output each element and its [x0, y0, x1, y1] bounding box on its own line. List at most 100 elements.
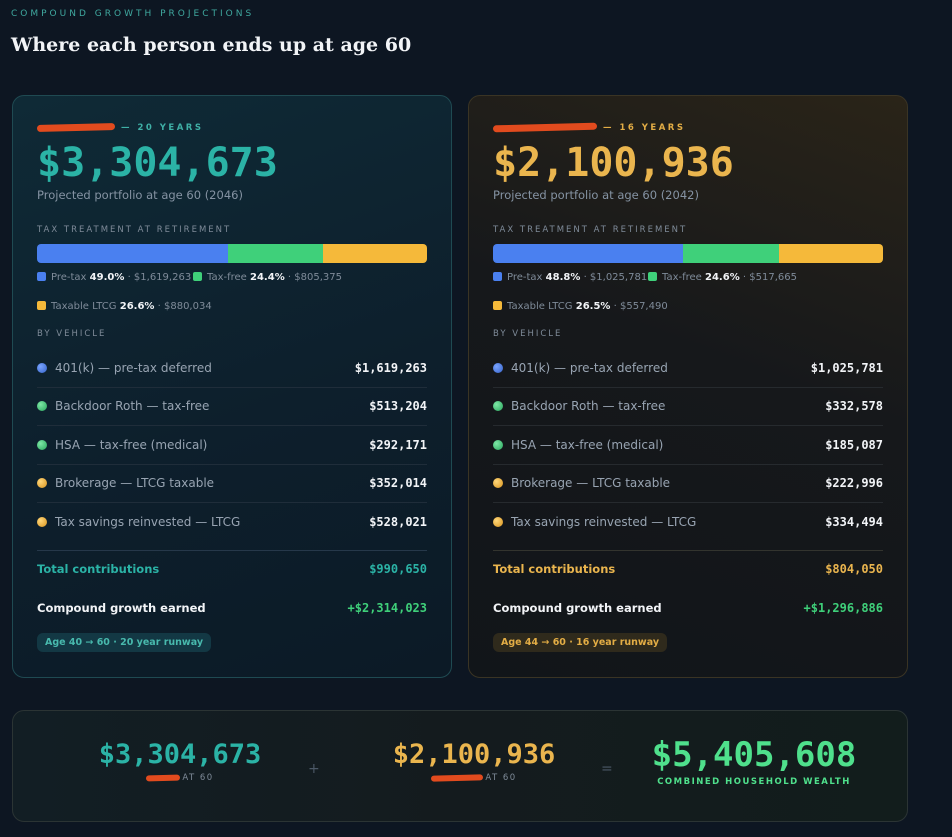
- vehicle-value: $1,025,781: [810, 360, 883, 375]
- person2-runway-badge: Age 44 → 60 · 16 year runway: [493, 633, 668, 652]
- summary-person1-caption: AT 60: [85, 773, 275, 783]
- legend-pct: 49.0%: [89, 272, 125, 283]
- taxfree-dot-icon: [493, 439, 503, 450]
- person1-contributions-row: Total contributions $990,650: [37, 562, 427, 576]
- person1-tag-text: — 20 YEARS: [121, 123, 204, 133]
- growth-label: Compound growth earned: [37, 601, 206, 615]
- tax-treatment-label: TAX TREATMENT AT RETIREMENT: [493, 225, 688, 235]
- vehicle-row: Brokerage — LTCG taxable $222,996: [493, 465, 883, 503]
- person2-growth-row: Compound growth earned +$1,296,886: [493, 601, 883, 615]
- vehicle-name: Tax savings reinvested — LTCG: [511, 515, 697, 530]
- by-vehicle-label: BY VEHICLE: [37, 329, 107, 339]
- vehicle-name: HSA — tax-free (medical): [55, 437, 208, 452]
- taxfree-dot-icon: [37, 401, 47, 412]
- person1-growth-row: Compound growth earned +$2,314,023: [37, 601, 427, 615]
- summary-person2-caption: AT 60: [379, 773, 569, 783]
- person2-seg-pretax: [493, 244, 684, 263]
- taxable-dot-icon: [493, 478, 503, 489]
- redaction-mark: [431, 773, 484, 782]
- plus-operator: +: [308, 761, 320, 777]
- section-eyebrow: COMPOUND GROWTH PROJECTIONS: [11, 9, 255, 19]
- vehicle-row: 401(k) — pre-tax deferred $1,025,781: [493, 349, 883, 388]
- redaction-mark: [36, 122, 116, 133]
- vehicle-value: $185,087: [825, 437, 883, 452]
- person1-tax-bar: [37, 244, 427, 263]
- person1-legend-taxfree: Tax-free 24.4% · $805,375: [193, 272, 342, 283]
- legend-amount: · $805,375: [287, 272, 342, 283]
- page-title: Where each person ends up at age 60: [11, 34, 412, 56]
- taxable-swatch: [493, 301, 502, 310]
- legend-pct: 24.6%: [705, 272, 740, 283]
- caption-text: AT 60: [182, 773, 214, 783]
- vehicle-row: HSA — tax-free (medical) $292,171: [37, 426, 427, 465]
- taxfree-dot-icon: [493, 401, 503, 412]
- person2-tax-bar: [493, 244, 883, 263]
- person1-legend-pretax: Pre-tax 49.0% · $1,619,263: [37, 272, 191, 283]
- vehicle-value: $528,021: [369, 515, 427, 530]
- person1-subline: Projected portfolio at age 60 (2046): [37, 188, 243, 202]
- vehicle-row: Brokerage — LTCG taxable $352,014: [37, 465, 427, 503]
- contributions-value: $990,650: [369, 562, 427, 576]
- vehicle-name: Tax savings reinvested — LTCG: [55, 515, 241, 530]
- vehicle-row: Backdoor Roth — tax-free $332,578: [493, 388, 883, 426]
- vehicle-row: Tax savings reinvested — LTCG $334,494: [493, 503, 883, 542]
- pretax-swatch: [37, 272, 46, 281]
- legend-amount: · $1,619,263: [127, 272, 192, 283]
- summary-person1-amount: $3,304,673: [98, 739, 262, 770]
- vehicle-row: Backdoor Roth — tax-free $513,204: [37, 388, 427, 426]
- contributions-label: Total contributions: [37, 562, 160, 576]
- combined-caption: COMBINED HOUSEHOLD WEALTH: [657, 777, 851, 787]
- taxfree-swatch: [648, 272, 657, 281]
- vehicle-name: Backdoor Roth — tax-free: [55, 399, 210, 414]
- legend-label: Pre-tax: [507, 272, 543, 283]
- taxfree-dot-icon: [37, 439, 47, 450]
- person1-runway-badge: Age 40 → 60 · 20 year runway: [37, 633, 212, 652]
- divider: [493, 550, 883, 551]
- pretax-dot-icon: [37, 362, 47, 373]
- vehicle-value: $292,171: [369, 437, 427, 452]
- person1-card: — 20 YEARS $3,304,673 Projected portfoli…: [12, 95, 452, 678]
- combined-amount: $5,405,608: [651, 735, 857, 775]
- legend-label: Pre-tax: [51, 272, 87, 283]
- redaction-mark: [146, 774, 181, 781]
- vehicle-value: $352,014: [369, 476, 427, 491]
- legend-amount: · $517,665: [742, 272, 797, 283]
- vehicle-name: HSA — tax-free (medical): [511, 437, 664, 452]
- legend-amount: · $880,034: [157, 301, 212, 312]
- vehicle-value: $332,578: [825, 399, 883, 414]
- vehicle-name: Brokerage — LTCG taxable: [511, 476, 671, 491]
- vehicle-value: $334,494: [825, 515, 883, 530]
- legend-label: Taxable LTCG: [51, 301, 117, 312]
- legend-label: Taxable LTCG: [507, 301, 573, 312]
- person1-vehicle-list: 401(k) — pre-tax deferred $1,619,263 Back…: [37, 349, 427, 542]
- redaction-mark: [492, 122, 598, 133]
- vehicle-row: Tax savings reinvested — LTCG $528,021: [37, 503, 427, 542]
- person1-seg-taxable: [323, 244, 427, 263]
- vehicle-name: 401(k) — pre-tax deferred: [511, 360, 668, 375]
- legend-pct: 26.5%: [575, 301, 611, 312]
- vehicle-row: HSA — tax-free (medical) $185,087: [493, 426, 883, 465]
- person2-tag: — 16 YEARS: [492, 122, 686, 133]
- legend-pct: 26.6%: [119, 301, 155, 312]
- growth-value: +$1,296,886: [803, 601, 883, 615]
- person2-tag-text: — 16 YEARS: [603, 123, 686, 133]
- legend-label: Tax-free: [207, 272, 247, 283]
- person2-vehicle-list: 401(k) — pre-tax deferred $1,025,781 Back…: [493, 349, 883, 542]
- person1-tag: — 20 YEARS: [36, 122, 204, 133]
- taxable-dot-icon: [493, 517, 503, 528]
- legend-pct: 48.8%: [545, 272, 581, 283]
- person2-subline: Projected portfolio at age 60 (2042): [493, 188, 699, 202]
- legend-amount: · $1,025,781: [583, 272, 648, 283]
- pretax-swatch: [493, 272, 502, 281]
- vehicle-value: $1,619,263: [354, 360, 427, 375]
- person2-seg-taxfree: [683, 244, 780, 263]
- contributions-label: Total contributions: [493, 562, 616, 576]
- vehicle-row: 401(k) — pre-tax deferred $1,619,263: [37, 349, 427, 388]
- taxable-dot-icon: [37, 478, 47, 489]
- equals-operator: =: [601, 761, 613, 777]
- by-vehicle-label: BY VEHICLE: [493, 329, 563, 339]
- person2-total: $2,100,936: [493, 140, 734, 186]
- combined-summary: $3,304,673 AT 60 + $2,100,936 AT 60 = $5…: [12, 710, 908, 822]
- vehicle-value: $513,204: [369, 399, 427, 414]
- person2-legend-pretax: Pre-tax 48.8% · $1,025,781: [493, 272, 647, 283]
